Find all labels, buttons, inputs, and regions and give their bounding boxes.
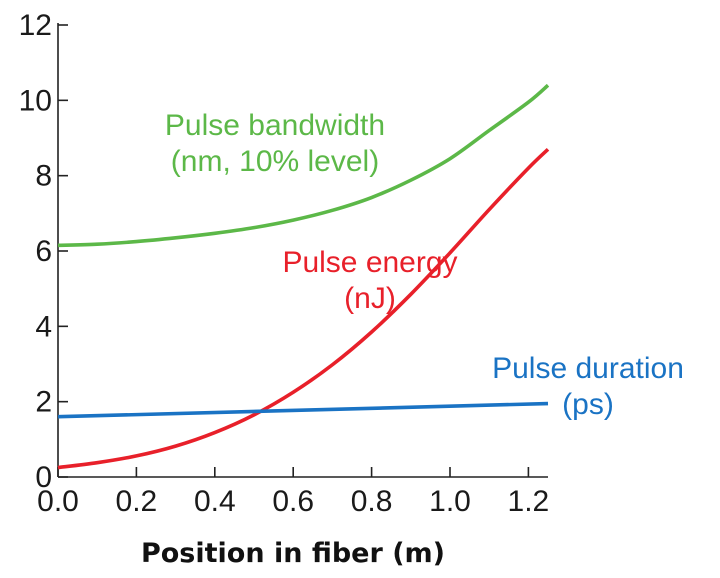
pulse-energy-line xyxy=(57,147,550,470)
pulse-duration-label: Pulse duration xyxy=(492,352,684,385)
x-tick-label: 1.0 xyxy=(429,485,471,518)
series-lines xyxy=(57,83,550,470)
x-tick-label: 0.4 xyxy=(194,485,236,518)
x-tick-label: 1.2 xyxy=(508,485,550,518)
pulse-duration-line xyxy=(57,401,549,419)
y-tick-label: 4 xyxy=(35,310,52,343)
x-tick-label: 0.2 xyxy=(116,485,158,518)
axes: 0 2 4 6 8 10 12 0.0 0.2 0.4 0.6 0.8 1.0 1.2 xyxy=(19,9,550,518)
y-tick-label: 0 xyxy=(35,461,52,494)
y-tick-label: 8 xyxy=(35,160,52,193)
x-tick-label: 0.6 xyxy=(272,485,314,518)
x-tick-label: 0.8 xyxy=(351,485,393,518)
y-tick-label: 10 xyxy=(19,84,52,117)
pulse-bandwidth-label: Pulse bandwidth xyxy=(165,109,385,142)
pulse-energy-label: (nJ) xyxy=(344,282,396,315)
pulse-duration-label: (ps) xyxy=(562,388,614,421)
x-axis-title: Position in fiber (m) xyxy=(141,538,445,569)
pulse-bandwidth-label: (nm, 10% level) xyxy=(171,145,379,178)
y-tick-label: 12 xyxy=(19,9,52,42)
series-labels: Pulse bandwidth(nm, 10% level) Pulse ener… xyxy=(165,109,684,421)
pulse-energy-label: Pulse energy xyxy=(282,246,457,279)
y-tick-label: 6 xyxy=(35,235,52,268)
pulse-bandwidth-line xyxy=(57,83,550,248)
y-tick-label: 2 xyxy=(35,386,52,419)
x-tick-label: 0.0 xyxy=(37,485,79,518)
